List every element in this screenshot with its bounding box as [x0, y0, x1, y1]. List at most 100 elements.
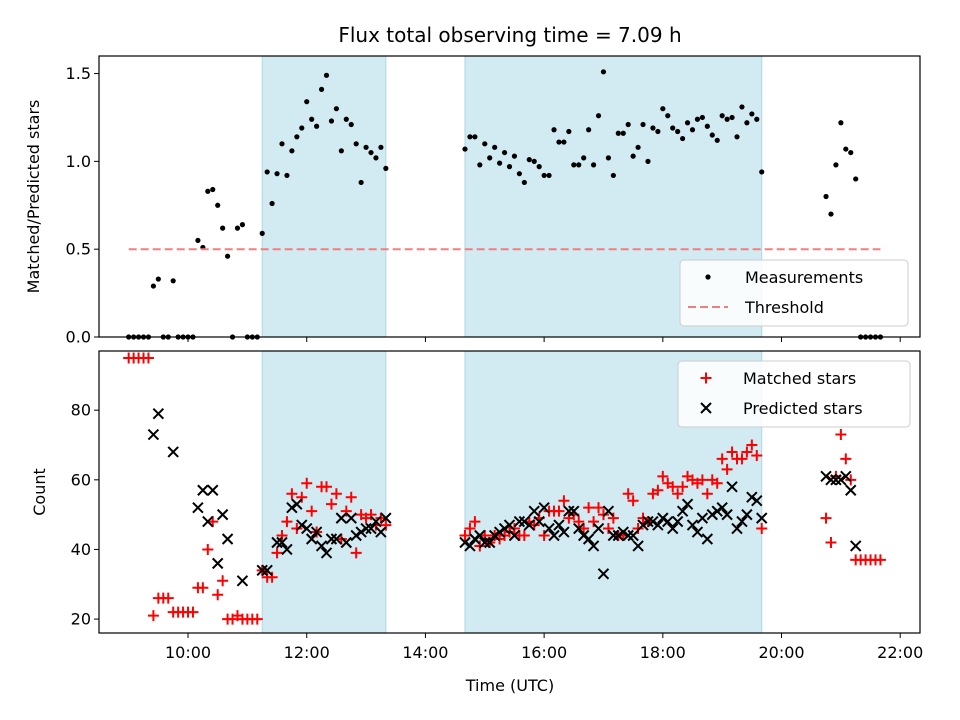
data-point: [849, 540, 862, 552]
data-point: [853, 176, 859, 182]
ratio-panel: 0.0 0.5 1.0 1.5 Matched/Predicted stars Measu…: [24, 55, 921, 347]
plot-frame: [98, 55, 921, 338]
data-point: [205, 188, 211, 194]
x-tick-label: 16:00: [521, 643, 567, 662]
count-panel: 20 40 60 80 10:00 12:00 14:00 16:00 18:00 20:00 22…: [30, 350, 923, 662]
data-point: [309, 116, 315, 122]
data-point: [269, 200, 275, 207]
data-point: [581, 155, 587, 161]
data-point: [492, 144, 498, 150]
y-tick-label: 0.5: [66, 240, 91, 259]
data-point: [600, 69, 607, 75]
data-point: [625, 121, 631, 128]
data-point: [657, 512, 669, 524]
data-point: [459, 530, 471, 542]
data-point: [670, 125, 676, 131]
data-point: [833, 162, 839, 168]
data-point: [197, 582, 209, 594]
data-point: [657, 470, 669, 482]
data-point: [197, 484, 209, 496]
legend-label: Matched stars: [743, 369, 856, 388]
data-point: [553, 505, 565, 517]
data-point: [759, 169, 765, 175]
data-point: [612, 529, 625, 542]
data-point: [251, 613, 263, 625]
data-point: [823, 193, 829, 200]
data-point: [216, 508, 229, 521]
data-point: [513, 515, 526, 528]
data-point: [605, 155, 612, 161]
data-point: [192, 501, 204, 514]
data-point: [516, 171, 522, 177]
x-axis-label: Time (UTC): [465, 676, 554, 695]
y-tick-label: 60: [71, 470, 91, 489]
data-point: [667, 481, 679, 493]
data-point: [261, 564, 273, 577]
data-point: [568, 505, 580, 517]
data-point: [751, 449, 763, 461]
data-point: [843, 146, 849, 152]
y-tick-label: 40: [71, 540, 91, 559]
data-point: [234, 225, 241, 231]
data-point: [210, 186, 216, 193]
x-tick-label: 10:00: [165, 643, 211, 662]
data-point: [835, 474, 847, 486]
data-point: [689, 127, 696, 133]
data-point: [306, 505, 318, 517]
data-point: [333, 106, 339, 112]
x-tick-label: 20:00: [758, 643, 804, 662]
data-point: [721, 508, 733, 521]
data-point: [635, 144, 641, 150]
data-point: [701, 488, 713, 500]
data-point: [830, 474, 842, 486]
data-point: [207, 484, 219, 496]
data-point: [531, 158, 537, 164]
data-point: [279, 141, 285, 147]
data-point: [845, 474, 857, 486]
data-point: [202, 543, 214, 555]
data-point: [696, 474, 708, 486]
data-point: [645, 158, 651, 164]
data-point: [291, 523, 303, 535]
data-point: [380, 519, 392, 531]
data-point: [274, 171, 280, 177]
data-point: [729, 114, 735, 121]
legend-box: [679, 259, 909, 327]
data-point: [576, 162, 582, 168]
data-point: [840, 470, 852, 483]
data-point: [472, 134, 478, 140]
data-point: [622, 488, 634, 500]
data-point: [551, 127, 557, 133]
data-point: [518, 515, 531, 528]
data-point: [315, 540, 328, 552]
data-point: [543, 522, 555, 535]
data-point: [751, 494, 763, 507]
data-point: [756, 523, 768, 535]
data-point: [640, 121, 646, 128]
data-point: [749, 111, 755, 117]
data-point: [281, 543, 293, 556]
data-point: [286, 501, 298, 514]
legend: Matched stars Predicted stars: [677, 360, 911, 428]
data-point: [716, 453, 728, 465]
data-point: [256, 564, 268, 577]
data-point: [150, 283, 157, 289]
data-point: [503, 519, 516, 531]
data-point: [573, 516, 585, 528]
data-point: [573, 522, 585, 535]
data-point: [323, 72, 330, 78]
data-point: [874, 554, 886, 566]
data-point: [741, 446, 753, 458]
data-point: [607, 529, 620, 542]
data-point: [597, 509, 609, 521]
data-point: [563, 505, 575, 517]
legend-label: Measurements: [745, 268, 863, 287]
data-point: [497, 160, 503, 166]
data-point: [734, 134, 740, 140]
data-point: [195, 237, 201, 244]
data-point: [365, 509, 377, 521]
data-point: [211, 557, 224, 570]
data-point: [521, 179, 527, 186]
data-point: [276, 536, 288, 549]
data-point: [590, 162, 597, 168]
